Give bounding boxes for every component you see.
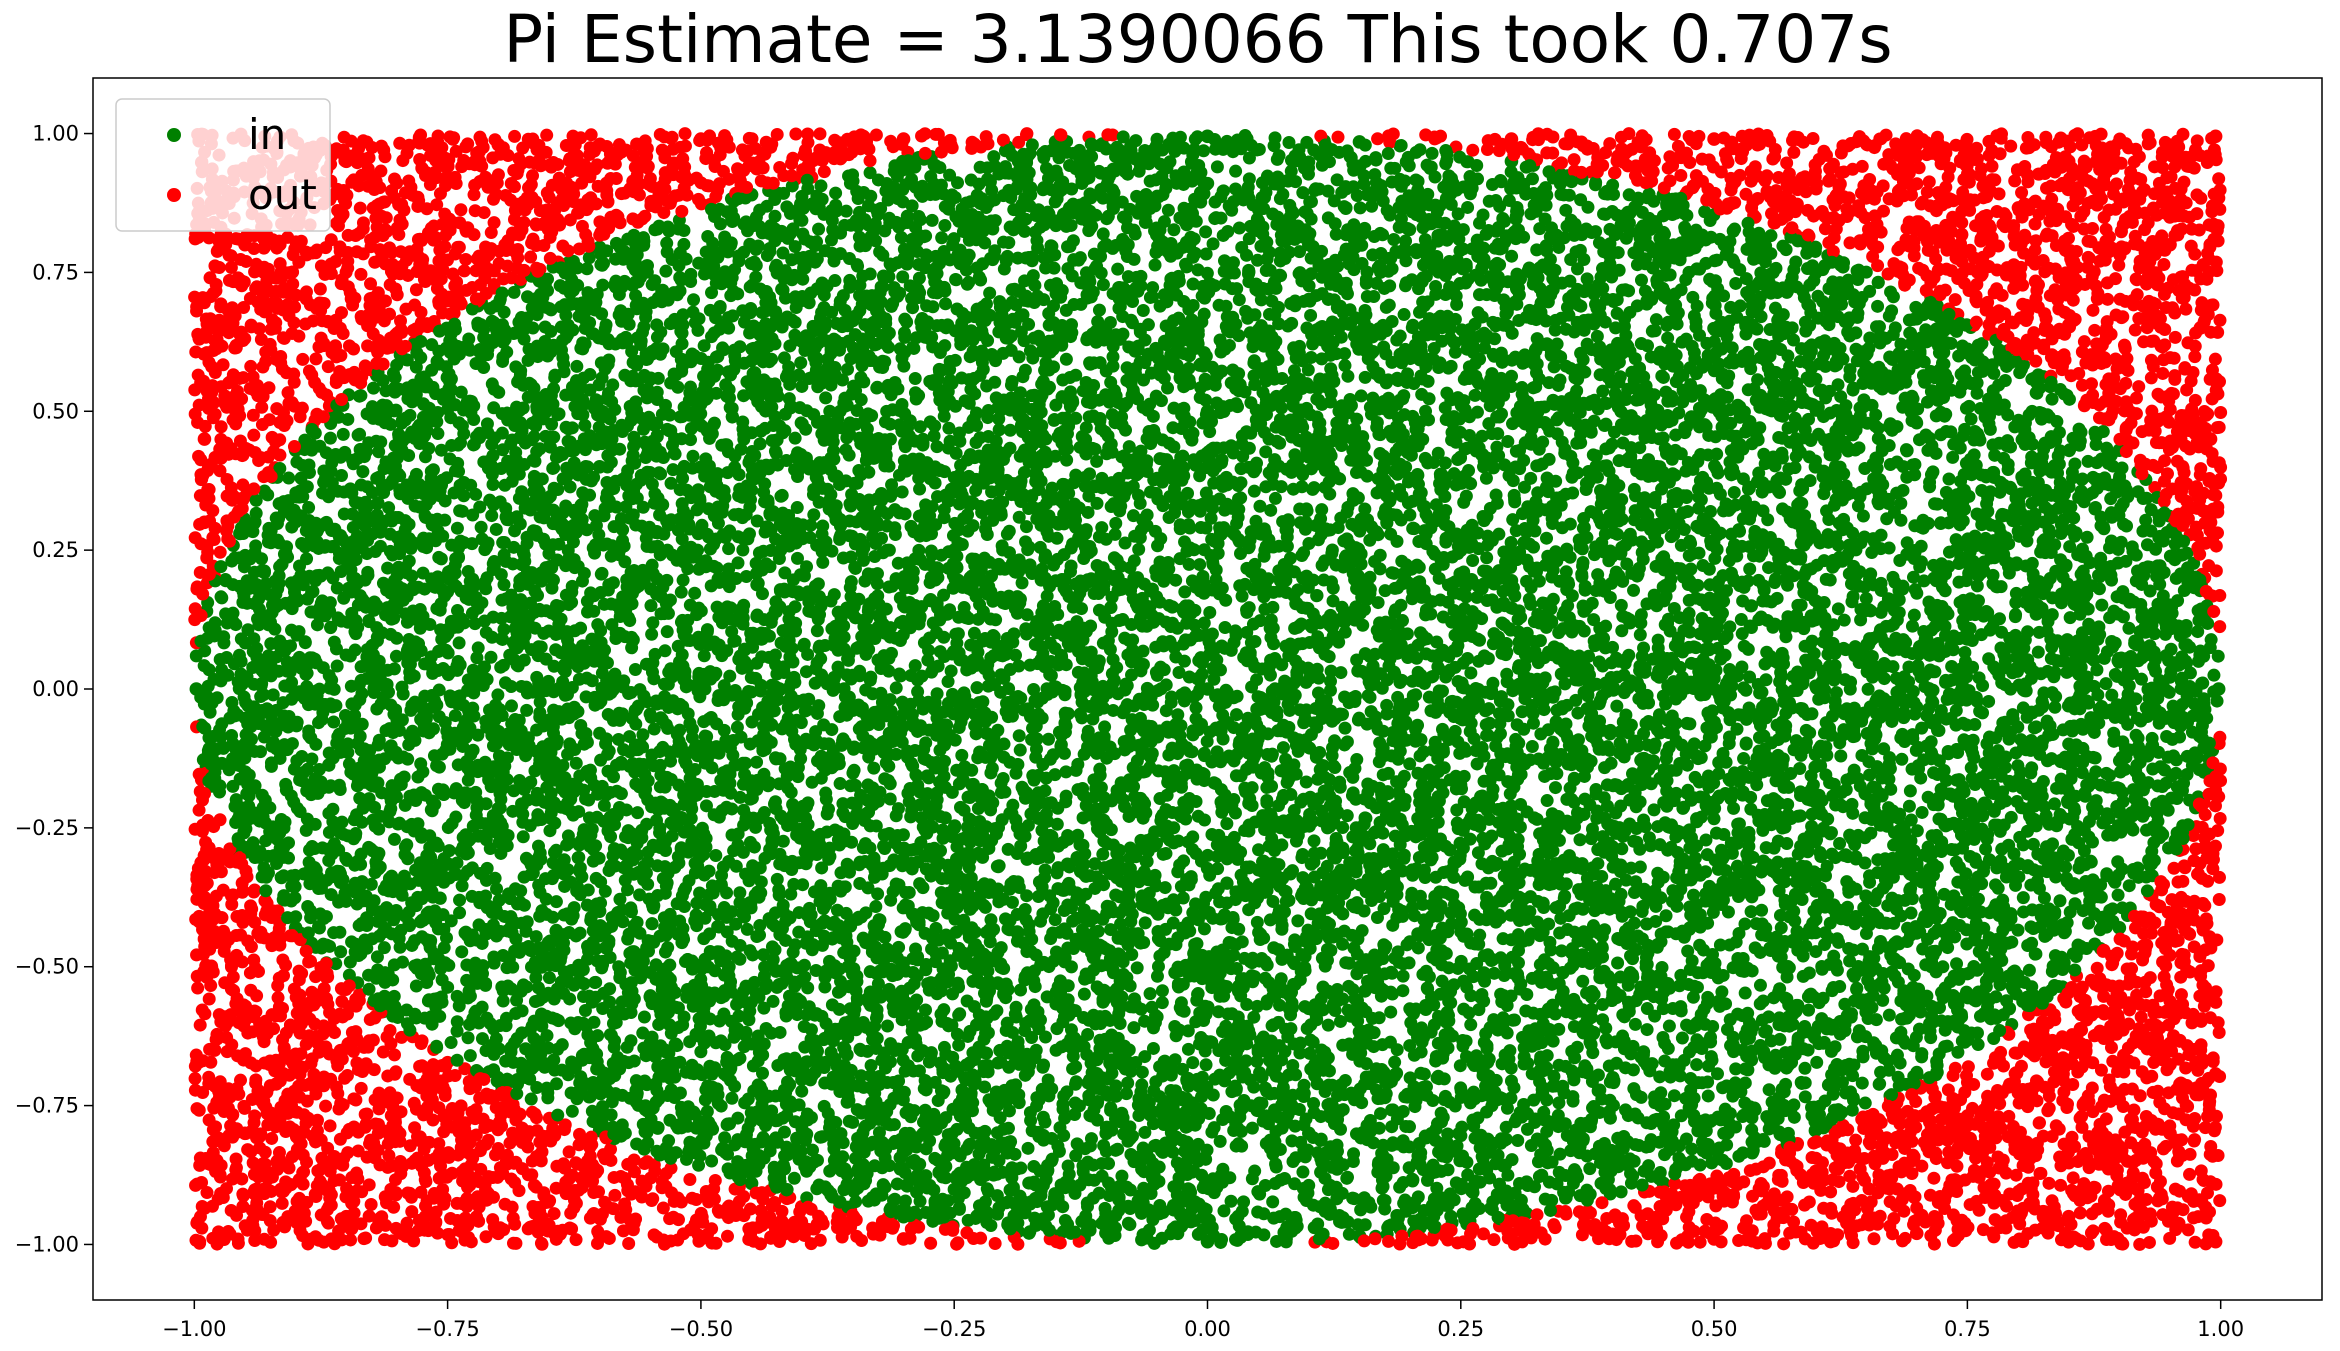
- in-point: [333, 926, 346, 939]
- out-point: [813, 127, 826, 140]
- in-point: [909, 372, 922, 385]
- in-point: [1260, 796, 1273, 809]
- in-point: [2002, 463, 2015, 476]
- in-point: [1860, 592, 1873, 605]
- out-point: [324, 1119, 337, 1132]
- in-point: [725, 1092, 738, 1105]
- out-point: [2145, 371, 2158, 384]
- out-point: [198, 432, 212, 446]
- in-point: [1396, 984, 1409, 997]
- in-point: [698, 649, 711, 662]
- in-point: [1576, 975, 1589, 988]
- out-point: [191, 982, 204, 995]
- in-point: [1574, 193, 1587, 206]
- out-point: [2054, 1179, 2067, 1192]
- in-point: [1111, 263, 1124, 276]
- out-point: [679, 127, 692, 140]
- out-point: [2129, 323, 2142, 336]
- in-point: [1127, 1021, 1140, 1034]
- in-point: [1398, 308, 1411, 321]
- in-point: [431, 427, 444, 440]
- in-point: [1078, 988, 1091, 1001]
- out-point: [2132, 380, 2145, 393]
- in-point: [1277, 741, 1290, 754]
- in-point: [1388, 1056, 1401, 1069]
- in-point: [1636, 905, 1649, 918]
- out-point: [2212, 172, 2225, 185]
- out-point: [1662, 162, 1675, 175]
- out-point: [2210, 1110, 2223, 1123]
- in-point: [453, 894, 466, 907]
- out-point: [354, 268, 367, 281]
- out-point: [2169, 331, 2182, 344]
- out-point: [1856, 160, 1869, 173]
- in-point: [1199, 225, 1212, 238]
- in-point: [736, 544, 749, 557]
- in-point: [1022, 1142, 1035, 1155]
- in-point: [290, 456, 303, 469]
- out-point: [683, 1173, 696, 1186]
- in-point: [798, 959, 811, 972]
- in-point: [1773, 884, 1786, 897]
- out-point: [1568, 153, 1581, 166]
- in-point: [812, 223, 825, 236]
- in-point: [1754, 997, 1767, 1010]
- in-point: [1137, 304, 1150, 317]
- out-point: [818, 165, 831, 178]
- in-point: [684, 433, 697, 446]
- out-point: [895, 138, 908, 151]
- in-point: [638, 1011, 651, 1024]
- out-point: [721, 1230, 734, 1243]
- out-point: [437, 1125, 450, 1138]
- out-point: [256, 418, 269, 431]
- out-point: [335, 995, 348, 1008]
- chart-title: Pi Estimate = 3.1390066 This took 0.707s: [503, 1, 1892, 78]
- in-point: [687, 293, 700, 306]
- in-point: [1042, 733, 1055, 746]
- in-point: [1916, 806, 1929, 819]
- out-point: [489, 133, 502, 146]
- in-point: [1701, 848, 1714, 861]
- in-point: [1574, 347, 1587, 360]
- out-point: [2194, 462, 2207, 475]
- in-point: [1013, 511, 1026, 524]
- in-point: [1304, 309, 1317, 322]
- in-point: [410, 468, 423, 481]
- in-point: [1883, 1009, 1896, 1022]
- in-point: [455, 945, 468, 958]
- in-point: [938, 219, 951, 232]
- in-point: [1830, 686, 1843, 699]
- in-point: [1585, 1038, 1598, 1051]
- in-point: [881, 1020, 894, 1033]
- in-point: [490, 523, 503, 536]
- in-point: [267, 688, 280, 701]
- out-point: [2086, 304, 2099, 317]
- in-point: [2120, 519, 2133, 532]
- in-point: [1481, 1042, 1494, 1055]
- in-point: [1810, 1056, 1823, 1069]
- in-point: [697, 715, 710, 728]
- out-point: [2213, 893, 2226, 906]
- in-point: [2068, 963, 2081, 976]
- out-point: [1896, 1234, 1909, 1247]
- in-point: [1989, 731, 2002, 744]
